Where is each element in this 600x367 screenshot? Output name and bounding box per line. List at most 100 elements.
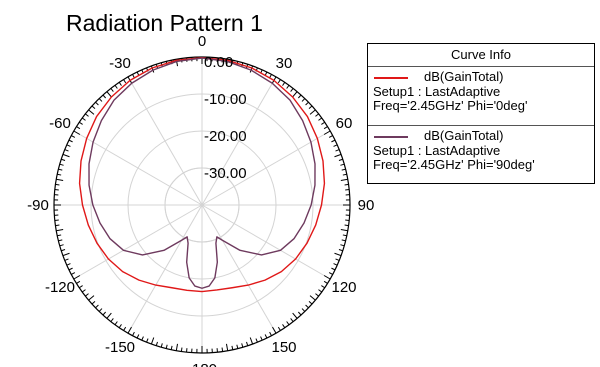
tick-mark bbox=[81, 289, 86, 293]
tick-mark bbox=[79, 285, 83, 289]
tick-mark bbox=[56, 178, 64, 182]
curves bbox=[78, 57, 326, 293]
tick-mark bbox=[241, 343, 244, 348]
angle-label: -30 bbox=[109, 55, 131, 72]
tick-mark bbox=[318, 117, 323, 121]
tick-mark bbox=[308, 300, 313, 305]
angle-label: 120 bbox=[332, 279, 357, 296]
tick-mark bbox=[57, 173, 62, 176]
tick-mark bbox=[225, 343, 229, 351]
tick-mark bbox=[81, 117, 86, 121]
angle-label: -90 bbox=[27, 197, 49, 214]
tick-mark bbox=[315, 113, 319, 117]
tick-mark bbox=[55, 224, 60, 227]
tick-mark bbox=[136, 334, 140, 339]
tick-mark bbox=[318, 289, 323, 293]
grid-spoke bbox=[73, 130, 203, 206]
tick-mark bbox=[62, 153, 70, 158]
series-condition: Freq='2.45GHz' Phi='90deg' bbox=[373, 157, 535, 172]
tick-mark bbox=[286, 84, 290, 89]
series-name: dB(GainTotal) bbox=[424, 128, 504, 143]
tick-mark bbox=[123, 326, 127, 331]
tick-mark bbox=[323, 280, 328, 284]
tick-mark bbox=[95, 101, 99, 106]
angle-label: -60 bbox=[49, 115, 71, 132]
tick-mark bbox=[249, 65, 254, 73]
tick-mark bbox=[272, 326, 277, 334]
tick-mark bbox=[305, 101, 309, 106]
tick-mark bbox=[331, 139, 336, 143]
tick-mark bbox=[132, 331, 135, 336]
tick-mark bbox=[260, 336, 263, 341]
tick-mark bbox=[68, 267, 73, 271]
tick-mark bbox=[118, 324, 122, 328]
tick-mark bbox=[305, 304, 309, 309]
tick-mark bbox=[76, 126, 81, 130]
tick-mark bbox=[66, 263, 71, 266]
tick-mark bbox=[315, 293, 319, 297]
angle-label: 150 bbox=[271, 339, 296, 356]
series-2-curve bbox=[88, 57, 316, 289]
tick-mark bbox=[114, 84, 118, 89]
tick-mark bbox=[88, 295, 95, 301]
tick-mark bbox=[341, 168, 346, 171]
tick-mark bbox=[62, 252, 70, 257]
tick-mark bbox=[340, 178, 348, 182]
grid-spoke bbox=[201, 204, 277, 334]
series-condition: Freq='2.45GHz' Phi='0deg' bbox=[373, 98, 528, 113]
tick-mark bbox=[102, 94, 107, 99]
series-name: dB(GainTotal) bbox=[424, 69, 504, 84]
tick-mark bbox=[297, 311, 302, 316]
tick-mark bbox=[106, 91, 112, 98]
tick-mark bbox=[309, 295, 316, 301]
tick-mark bbox=[301, 98, 306, 102]
tick-mark bbox=[341, 239, 346, 242]
tick-mark bbox=[150, 65, 155, 73]
tick-mark bbox=[340, 228, 348, 232]
tick-mark bbox=[249, 337, 254, 345]
tick-mark bbox=[175, 343, 179, 351]
tick-mark bbox=[141, 336, 144, 341]
tick-mark bbox=[56, 228, 64, 232]
tick-mark bbox=[328, 272, 333, 275]
tick-mark bbox=[323, 126, 328, 130]
angle-label: 90 bbox=[358, 197, 375, 214]
tick-mark bbox=[59, 163, 64, 166]
radial-label: -30.00 bbox=[204, 165, 247, 182]
tick-mark bbox=[269, 331, 272, 336]
tick-mark bbox=[118, 82, 122, 86]
tick-mark bbox=[85, 113, 89, 117]
angle-labels: 0 30 60 90 120 150 -180 -150 -120 -90 -60 -30 bbox=[27, 33, 374, 367]
grid-spoke bbox=[73, 204, 203, 280]
tick-mark bbox=[297, 94, 302, 99]
tick-mark bbox=[301, 308, 306, 312]
tick-mark bbox=[344, 183, 349, 186]
tick-mark bbox=[73, 130, 81, 135]
tick-mark bbox=[286, 321, 290, 326]
tick-mark bbox=[290, 318, 294, 322]
tick-mark bbox=[79, 121, 83, 125]
tick-mark bbox=[165, 344, 168, 349]
tick-mark bbox=[160, 343, 163, 348]
tick-mark bbox=[76, 280, 81, 284]
tick-mark bbox=[333, 263, 338, 266]
tick-mark bbox=[57, 234, 62, 237]
angle-label: -180 bbox=[187, 361, 217, 367]
tick-mark bbox=[66, 144, 71, 147]
tick-mark bbox=[61, 249, 66, 252]
radial-label: 0.00 bbox=[204, 54, 233, 71]
tick-mark bbox=[73, 275, 81, 280]
series-swatch bbox=[374, 77, 408, 79]
tick-mark bbox=[269, 74, 272, 79]
tick-mark bbox=[309, 109, 316, 115]
tick-mark bbox=[132, 74, 135, 79]
grid-spoke bbox=[127, 76, 203, 206]
tick-mark bbox=[110, 88, 114, 92]
tick-mark bbox=[102, 311, 107, 316]
tick-mark bbox=[231, 345, 234, 350]
grid-spoke bbox=[201, 204, 331, 280]
chart-title: Radiation Pattern 1 bbox=[66, 10, 263, 36]
tick-mark bbox=[110, 318, 114, 322]
tick-mark bbox=[292, 312, 298, 319]
